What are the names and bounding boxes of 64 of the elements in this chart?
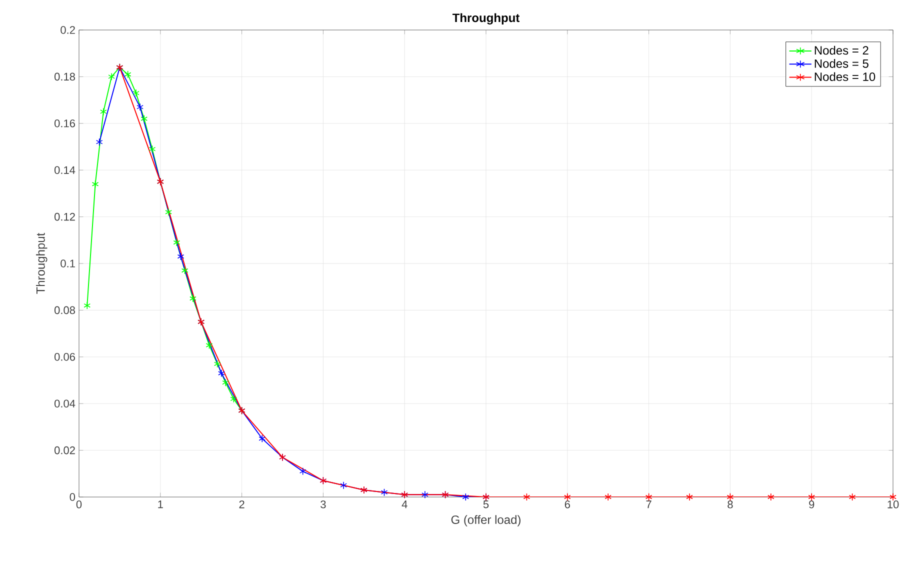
y-tick-label: 0.08 bbox=[54, 306, 75, 314]
chart-title: Throughput bbox=[452, 13, 520, 24]
point bbox=[108, 72, 115, 81]
y-tick-label: 0.18 bbox=[54, 72, 75, 81]
point bbox=[848, 493, 856, 501]
legend-label: Nodes = 10 bbox=[814, 72, 876, 82]
y-tick-label: 0.1 bbox=[60, 260, 75, 268]
x-tick-label: 0 bbox=[76, 500, 82, 508]
y-tick-label: 0.2 bbox=[60, 26, 75, 34]
point bbox=[96, 138, 103, 146]
y-tick-label: 0.16 bbox=[54, 119, 75, 128]
y-axis-title: Throughput bbox=[36, 232, 48, 294]
point bbox=[100, 108, 107, 116]
point bbox=[84, 302, 91, 310]
point bbox=[148, 145, 156, 153]
point bbox=[218, 369, 225, 378]
point bbox=[206, 341, 213, 350]
point bbox=[132, 89, 140, 97]
x-tick-label: 9 bbox=[809, 500, 814, 508]
point bbox=[173, 238, 180, 246]
point bbox=[190, 294, 196, 302]
x-tick-label: 8 bbox=[728, 500, 733, 508]
point bbox=[726, 493, 734, 501]
point bbox=[299, 467, 306, 476]
point bbox=[462, 493, 470, 501]
point bbox=[645, 493, 652, 501]
x-tick-label: 5 bbox=[483, 500, 489, 508]
x-tick-label: 6 bbox=[564, 500, 570, 508]
point bbox=[258, 434, 266, 443]
y-tick-label: 0.14 bbox=[54, 166, 76, 174]
legend-label: Nodes = 5 bbox=[814, 59, 868, 68]
x-tick-label: 2 bbox=[239, 500, 244, 508]
legend-label: Nodes = 2 bbox=[814, 46, 868, 55]
y-tick-label: 0.04 bbox=[54, 400, 76, 408]
point bbox=[523, 493, 530, 501]
x-tick-label: 10 bbox=[888, 500, 899, 508]
point bbox=[214, 360, 221, 368]
point bbox=[340, 481, 347, 490]
point bbox=[222, 378, 229, 386]
point bbox=[422, 490, 428, 499]
x-tick-label: 4 bbox=[402, 500, 408, 508]
x-tick-label: 7 bbox=[646, 500, 652, 508]
y-tick-label: 0.12 bbox=[54, 212, 75, 221]
point bbox=[165, 208, 172, 216]
point bbox=[890, 493, 896, 501]
point bbox=[604, 493, 612, 501]
x-tick-label: 1 bbox=[158, 500, 163, 508]
point bbox=[564, 493, 571, 501]
point bbox=[230, 395, 238, 403]
point bbox=[124, 70, 132, 78]
y-tick-label: 0.06 bbox=[54, 352, 75, 361]
point bbox=[181, 266, 188, 274]
x-tick-label: 3 bbox=[320, 500, 326, 508]
x-axis-title: G (offer load) bbox=[451, 515, 520, 526]
y-tick-label: 0 bbox=[70, 493, 76, 501]
point bbox=[177, 252, 184, 260]
point bbox=[92, 180, 99, 188]
point bbox=[767, 493, 774, 501]
point bbox=[136, 103, 144, 111]
point bbox=[686, 493, 693, 501]
y-tick-label: 0.02 bbox=[54, 446, 75, 454]
point bbox=[808, 493, 816, 501]
point bbox=[140, 114, 148, 123]
point bbox=[380, 488, 388, 496]
